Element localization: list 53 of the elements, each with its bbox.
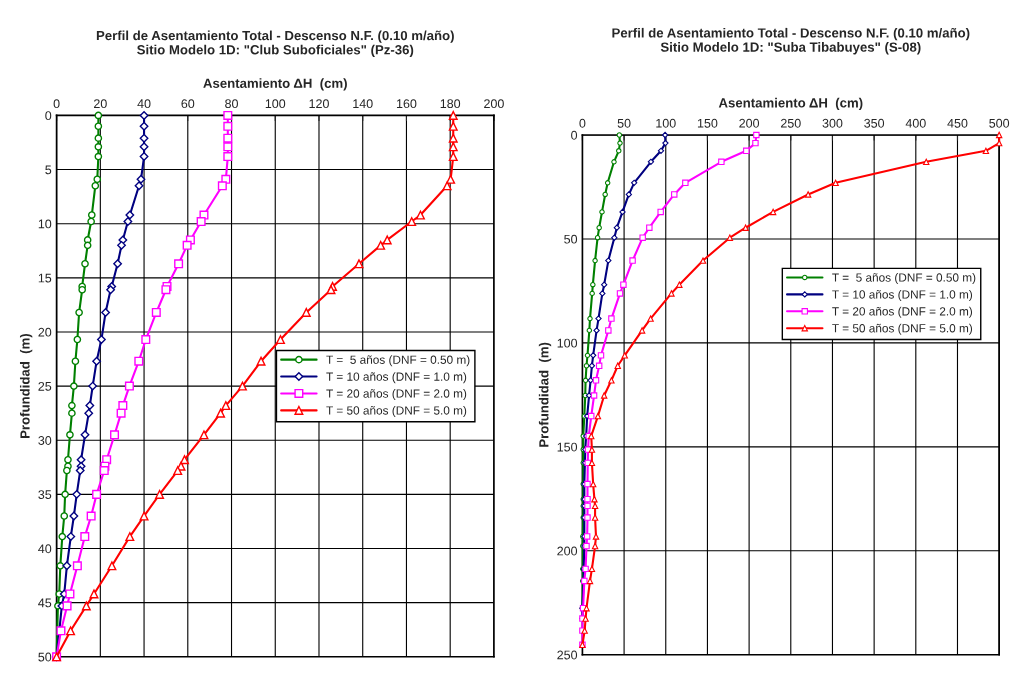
x-tick-label: 120 [309, 99, 329, 109]
y-tick-label: 150 [557, 442, 578, 452]
y-tick-label: 30 [38, 436, 52, 445]
x-tick-label: 500 [989, 118, 1010, 128]
x-tick-label: 40 [137, 99, 151, 109]
x-tick-label: 140 [353, 99, 373, 109]
x-axis-title: Asentamiento ΔH (cm) [718, 97, 863, 111]
chart-title: Perfil de Asentamiento Total - Descenso N.F. (0.10 m/año) Sitio Modelo 1D: "Suba Tibabuyes" (S-08) [612, 27, 970, 55]
y-axis-title: Profundidad (m) [538, 342, 552, 447]
legend-label: T = 50 años (DNF = 5.0 m) [832, 323, 973, 335]
y-tick-label: 35 [38, 490, 52, 500]
chart-title: Perfil de Asentamiento Total - Descenso N.F. (0.10 m/año) Sitio Modelo 1D: "Club Suboficiales" (Pz-36) [96, 30, 454, 58]
y-tick-label: 100 [557, 338, 578, 348]
y-tick-label: 45 [38, 598, 52, 608]
x-tick-label: 60 [181, 99, 195, 109]
x-tick-label: 0 [579, 118, 586, 128]
legend-label: T = 10 años (DNF = 1.0 m) [326, 372, 467, 384]
y-tick-label: 250 [557, 650, 578, 660]
y-tick-label: 50 [564, 234, 578, 244]
x-tick-label: 0 [53, 99, 60, 109]
x-tick-label: 350 [864, 118, 885, 128]
y-tick-label: 50 [38, 652, 52, 662]
x-tick-label: 160 [396, 99, 417, 109]
y-tick-label: 5 [45, 165, 52, 175]
y-axis-title: Profundidad (m) [19, 333, 33, 438]
y-tick-label: 15 [38, 273, 52, 283]
y-tick-label: 20 [38, 327, 52, 337]
y-tick-label: 10 [38, 219, 52, 229]
x-tick-label: 20 [94, 99, 107, 109]
x-tick-label: 250 [780, 118, 801, 128]
legend-label: T = 20 años (DNF = 2.0 m) [326, 389, 467, 401]
legend-label: T = 5 años (DNF = 0.50 m) [832, 273, 976, 285]
x-tick-label: 200 [484, 99, 504, 109]
x-tick-label: 80 [225, 99, 238, 109]
x-tick-label: 50 [617, 118, 631, 128]
x-tick-label: 400 [905, 118, 926, 128]
legend-label: T = 50 años (DNF = 5.0 m) [326, 405, 467, 417]
x-tick-label: 200 [739, 118, 760, 128]
y-tick-label: 0 [571, 130, 578, 140]
legend-label: T = 10 años (DNF = 1.0 m) [832, 289, 973, 301]
x-tick-label: 100 [265, 99, 286, 109]
y-tick-label: 200 [557, 546, 578, 556]
y-tick-label: 40 [38, 544, 52, 554]
x-axis-title: Asentamiento ΔH (cm) [203, 78, 347, 91]
x-tick-label: 450 [947, 118, 968, 128]
x-tick-label: 180 [440, 99, 461, 109]
x-tick-label: 300 [822, 118, 843, 128]
y-tick-label: 0 [45, 111, 52, 121]
legend-label: T = 5 años (DNF = 0.50 m) [326, 355, 470, 367]
legend-label: T = 20 años (DNF = 2.0 m) [832, 306, 973, 318]
y-tick-label: 25 [38, 381, 52, 391]
x-tick-label: 150 [697, 118, 718, 128]
x-tick-label: 100 [656, 118, 676, 128]
